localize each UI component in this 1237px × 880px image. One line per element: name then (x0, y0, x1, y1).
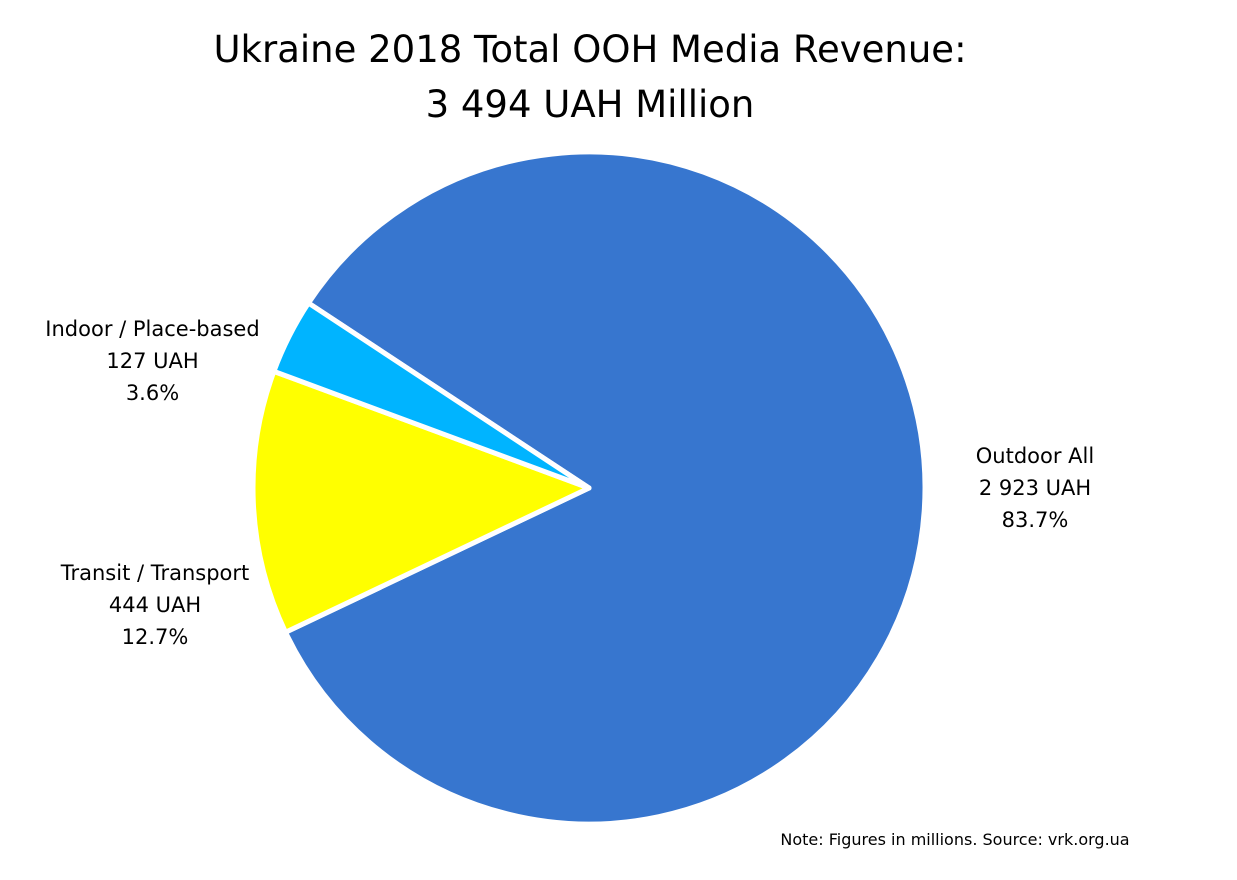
slice-label-transit-transport: Transit / Transport 444 UAH 12.7% (35, 557, 275, 653)
chart-title-line2: 3 494 UAH Million (425, 83, 755, 126)
slice-label-value: 444 UAH (108, 593, 202, 617)
slice-label-percent: 3.6% (125, 381, 180, 405)
chart-title: Ukraine 2018 Total OOH Media Revenue: 3 … (0, 22, 1180, 132)
slice-label-percent: 12.7% (121, 625, 189, 649)
slice-label-percent: 83.7% (1001, 508, 1069, 532)
slice-label-name: Transit / Transport (60, 561, 250, 585)
slice-label-outdoor-all: Outdoor All 2 923 UAH 83.7% (930, 440, 1140, 536)
slice-label-value: 2 923 UAH (978, 476, 1092, 500)
slice-label-name: Indoor / Place-based (45, 317, 260, 341)
slice-label-name: Outdoor All (975, 444, 1095, 468)
slice-label-indoor-place-based: Indoor / Place-based 127 UAH 3.6% (20, 313, 285, 409)
slice-label-value: 127 UAH (106, 349, 199, 373)
pie-slice-indoor-place-based (271, 300, 592, 491)
source-note: Note: Figures in millions. Source: vrk.o… (780, 830, 1130, 849)
pie-slice-outdoor-all (283, 149, 928, 827)
pie-slice-transit-transport (250, 368, 592, 635)
chart-title-line1: Ukraine 2018 Total OOH Media Revenue: (213, 28, 967, 71)
